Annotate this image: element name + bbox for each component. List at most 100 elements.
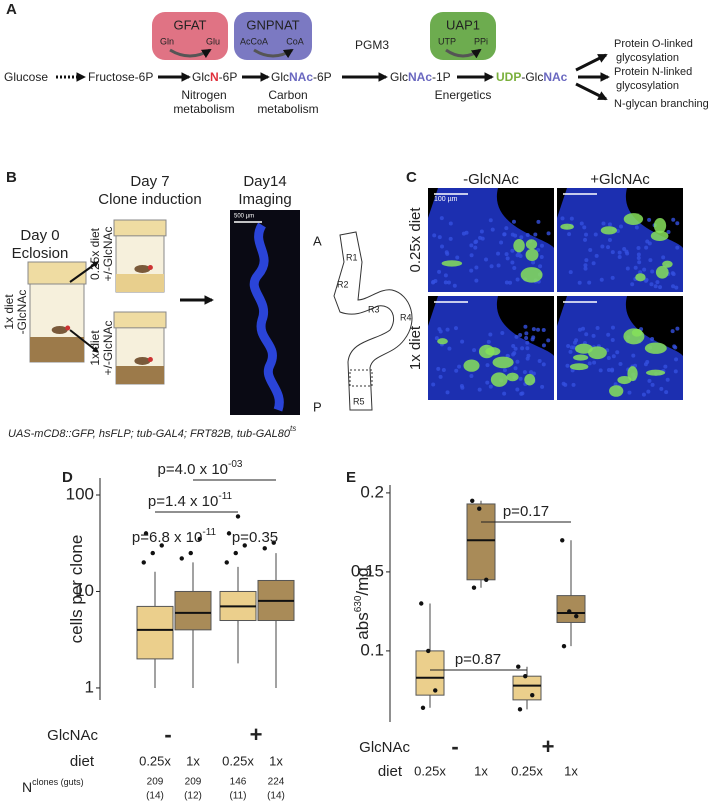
region-label: R4 xyxy=(400,312,412,322)
nucleus xyxy=(581,326,586,331)
nucleus xyxy=(515,253,520,258)
nucleus xyxy=(438,374,443,379)
part: Glc xyxy=(390,70,408,84)
nucleus xyxy=(642,267,647,272)
point xyxy=(484,577,489,582)
box xyxy=(174,590,212,631)
category-label: 1x xyxy=(186,753,200,768)
y-label-text: cells per clone xyxy=(67,535,86,644)
nucleus xyxy=(593,232,598,237)
metabolite: GlcNAc-1P xyxy=(390,70,451,84)
point xyxy=(262,546,267,551)
nucleus xyxy=(664,390,669,395)
nucleus xyxy=(514,334,519,339)
nucleus xyxy=(649,282,654,287)
vial-food xyxy=(30,337,84,362)
nucleus xyxy=(446,280,451,285)
point xyxy=(517,707,523,712)
n-guts: (12) xyxy=(184,791,202,802)
nucleus xyxy=(606,245,611,250)
nucleus xyxy=(650,336,655,341)
process: Nitrogen xyxy=(181,88,226,102)
cofactor: CoA xyxy=(286,36,304,46)
vials xyxy=(27,219,167,385)
part: -6P xyxy=(219,70,238,84)
nucleus xyxy=(584,232,589,237)
genotype: UAS-mCD8::GFP, hsFLP; tub-GAL4; FRT82B, … xyxy=(8,424,296,440)
enzyme: PGM3 xyxy=(355,38,389,52)
nucleus xyxy=(488,384,493,389)
nucleus xyxy=(650,382,655,387)
nucleus xyxy=(631,353,636,358)
nucleus xyxy=(515,387,520,392)
category-label: 0.25x xyxy=(139,753,171,768)
category-label: 0.25x xyxy=(222,753,254,768)
nucleus xyxy=(437,235,442,240)
group-title: GlcNAc xyxy=(359,739,410,756)
nucleus xyxy=(595,325,600,330)
part: -6P xyxy=(313,70,332,84)
nucleus xyxy=(533,232,538,237)
nucleus xyxy=(617,250,622,255)
point xyxy=(179,556,184,561)
scale-label: 100 µm xyxy=(434,196,458,203)
nucleus xyxy=(572,340,577,345)
nucleus xyxy=(444,250,449,255)
vial-label: +/-GlcNAc xyxy=(101,226,115,281)
clone xyxy=(650,230,669,242)
box xyxy=(136,605,174,660)
nucleus xyxy=(485,380,490,385)
output: glycosylation xyxy=(616,52,679,64)
nucleus xyxy=(569,216,574,221)
nucleus xyxy=(510,232,515,237)
cofactor: Gln xyxy=(160,36,174,46)
panel-label: E xyxy=(346,469,356,486)
clone xyxy=(569,363,589,371)
nucleus xyxy=(584,332,589,337)
nucleus xyxy=(674,285,679,290)
n-guts: (14) xyxy=(267,791,285,802)
part: ts xyxy=(290,424,296,433)
nucleus xyxy=(445,327,450,332)
nucleus xyxy=(439,216,444,221)
process: Energetics xyxy=(435,88,492,102)
nucleus xyxy=(473,240,478,245)
curved-arrow xyxy=(445,48,482,59)
nucleus xyxy=(606,367,611,372)
nucleus xyxy=(510,248,515,253)
clone xyxy=(644,342,667,354)
nucleus xyxy=(579,221,584,226)
group-label: - xyxy=(451,734,458,759)
nucleus xyxy=(671,284,676,289)
clone xyxy=(560,223,574,230)
point xyxy=(574,613,579,619)
category-label: 1x xyxy=(269,753,283,768)
micrographs xyxy=(428,188,683,400)
clone xyxy=(627,366,638,382)
panel-label: B xyxy=(6,169,17,186)
nucleus xyxy=(531,327,536,332)
clone xyxy=(600,226,618,235)
nucleus xyxy=(647,378,652,383)
nucleus xyxy=(641,392,646,397)
p-value: p=1.4 x 10-11 xyxy=(148,491,233,510)
vial-plug xyxy=(113,311,167,329)
vial-food xyxy=(116,366,164,384)
nucleus xyxy=(433,279,438,284)
region-label: R5 xyxy=(353,396,365,406)
nucleus xyxy=(454,368,459,373)
y-tick-label: 10 xyxy=(75,581,94,600)
part: NAc xyxy=(408,70,432,84)
nucleus xyxy=(670,329,675,334)
n-clones: 209 xyxy=(185,777,202,788)
part: -1P xyxy=(432,70,451,84)
panel-label: D xyxy=(62,469,73,486)
nucleus xyxy=(584,258,589,263)
nucleus xyxy=(560,216,565,221)
vial-label: 0.25x diet xyxy=(88,227,102,280)
nucleus xyxy=(515,359,520,364)
nucleus xyxy=(606,356,611,361)
nucleus xyxy=(569,345,574,350)
point xyxy=(226,531,232,536)
y-tick-label: 0.1 xyxy=(360,640,384,659)
